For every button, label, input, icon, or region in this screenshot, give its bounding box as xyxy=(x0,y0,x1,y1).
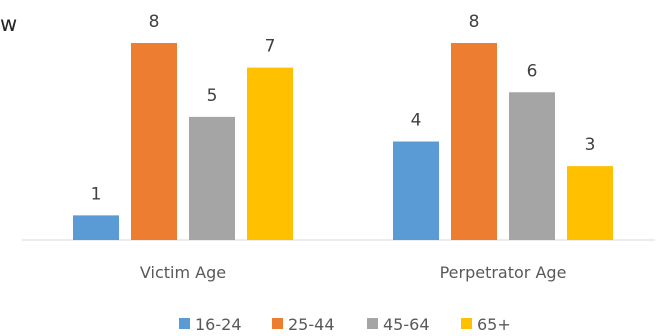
category-label: Perpetrator Age xyxy=(440,263,567,282)
data-label: 6 xyxy=(527,61,538,81)
data-labels-group: 1 8 5 7 4 8 6 3 xyxy=(91,12,596,204)
bar-65+-victim-age xyxy=(247,67,293,240)
category-labels-group: Victim Age Perpetrator Age xyxy=(140,263,567,282)
bar-45-64-victim-age xyxy=(189,116,235,240)
data-label: 8 xyxy=(469,12,480,32)
legend-swatch xyxy=(179,318,190,329)
data-label: 3 xyxy=(585,135,596,155)
bar-25-44-perpetrator-age xyxy=(451,43,497,240)
legend-label: 45-64 xyxy=(383,315,430,334)
data-label: 1 xyxy=(91,184,102,204)
legend-swatch xyxy=(461,318,472,329)
legend-swatch xyxy=(272,318,283,329)
data-label: 8 xyxy=(149,12,160,32)
bars-group xyxy=(73,43,613,240)
legend: 16-24 25-44 45-64 65+ xyxy=(179,315,511,334)
legend-label: 25-44 xyxy=(288,315,335,334)
bar-25-44-victim-age xyxy=(131,43,177,240)
legend-swatch xyxy=(367,318,378,329)
bar-45-64-perpetrator-age xyxy=(509,92,555,240)
data-label: 4 xyxy=(411,111,422,131)
bar-65+-perpetrator-age xyxy=(567,166,613,240)
bar-16-24-victim-age xyxy=(73,215,119,240)
data-label: 5 xyxy=(207,86,218,106)
legend-label: 16-24 xyxy=(195,315,242,334)
bar-16-24-perpetrator-age xyxy=(393,141,439,240)
legend-label: 65+ xyxy=(477,315,511,334)
category-label: Victim Age xyxy=(140,263,226,282)
data-label: 7 xyxy=(265,37,276,57)
chart-title-fragment: w xyxy=(0,12,18,36)
